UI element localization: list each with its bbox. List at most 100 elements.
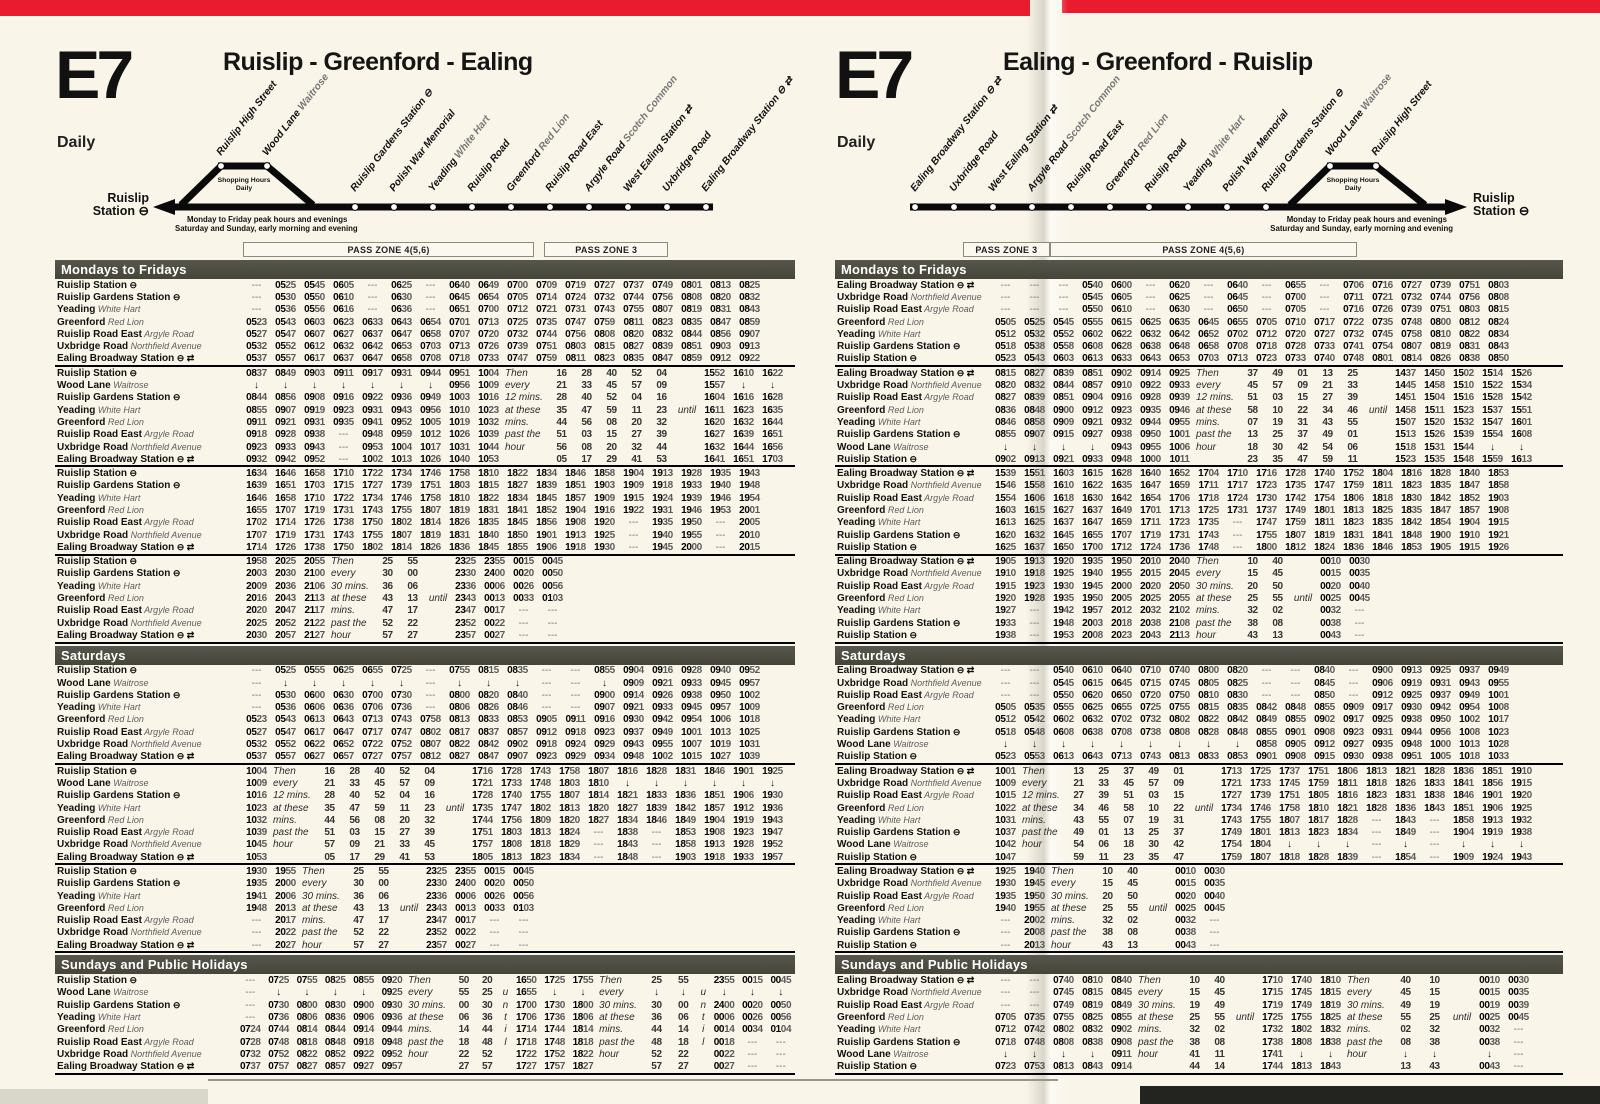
- transport-symbol-icon: ⊖: [127, 866, 138, 876]
- time-cell: 2001: [739, 504, 760, 516]
- time-cell: 0030: [1508, 975, 1529, 987]
- spacer-cell: [1365, 453, 1391, 465]
- time-cell: 0921: [1082, 416, 1103, 428]
- transport-symbol-icon: ⊖: [127, 765, 138, 776]
- time-cell: 0736: [391, 702, 412, 714]
- stop-subname: White Hart: [95, 1011, 141, 1022]
- no-service-cell: ---: [489, 915, 500, 927]
- time-cell: 1632: [1024, 529, 1045, 541]
- time-cell: 0853: [507, 714, 528, 726]
- spacer-cell: [396, 878, 422, 890]
- stop-label: Yeading White Hart: [835, 605, 991, 617]
- time-cell: 0820: [623, 328, 644, 340]
- time-cell: 0855: [594, 665, 615, 677]
- time-cell: 1821: [617, 790, 638, 802]
- time-cell: 1651: [275, 480, 296, 492]
- minutes-cell: 15: [1297, 392, 1308, 404]
- time-cell: 0536: [275, 304, 296, 316]
- time-cell: 1714: [515, 1024, 537, 1036]
- time-cell: 1813: [530, 827, 551, 839]
- time-cell: 0538: [1024, 341, 1045, 353]
- no-service-cell: ---: [518, 927, 529, 939]
- frequency-note-cell: at these: [505, 404, 541, 416]
- skip-stop-arrow-icon: ↓: [515, 677, 520, 689]
- stop-subname: Northfield Avenue: [908, 291, 982, 302]
- no-service-cell: ---: [1290, 665, 1301, 677]
- minutes-cell: 57: [382, 629, 393, 641]
- time-cell: 1613: [1511, 453, 1532, 465]
- stop-label: Ruislip Station ⊖: [55, 765, 242, 777]
- time-cell: 2055: [304, 556, 325, 568]
- minutes-cell: 25: [1429, 1011, 1440, 1023]
- stop-row-RG: Ruislip Gardens Station ⊖ 1037 past the 49 0…: [835, 826, 1536, 838]
- minutes-cell: 38: [1247, 617, 1258, 629]
- minutes-cell: 52: [353, 927, 364, 939]
- time-cell: 0713: [1111, 751, 1132, 763]
- diagram-stop-label: West Ealing Station ⇄: [987, 102, 1062, 194]
- until-label: until: [1148, 902, 1168, 914]
- time-cell: 1925: [1511, 802, 1532, 814]
- stop-name: Ruislip Gardens Station: [837, 726, 951, 738]
- time-cell: 0557: [275, 353, 296, 365]
- stop-subname: Red Lion: [105, 593, 144, 604]
- time-cell: 1639: [246, 480, 267, 492]
- time-cell: 1856: [536, 517, 557, 529]
- minutes-cell: 25: [651, 975, 662, 987]
- no-service-cell: ---: [1513, 1048, 1524, 1060]
- stop-label: Ruislip Gardens Station ⊖: [835, 340, 991, 352]
- stop-name: Uxbridge Road: [837, 380, 909, 392]
- minutes-cell: 13: [378, 902, 389, 914]
- stop-subname: Northfield Avenue: [128, 839, 202, 850]
- time-cell: 0720: [1140, 689, 1161, 701]
- spacer-cell: [1136, 1061, 1182, 1073]
- no-service-cell: ---: [1232, 517, 1243, 529]
- time-cell: 1658: [275, 492, 296, 504]
- no-service-cell: ---: [547, 605, 558, 617]
- time-cell: 0820: [995, 380, 1016, 392]
- transport-symbol-icon: ⊖: [907, 1061, 918, 1072]
- stop-dot: [217, 162, 225, 170]
- time-cell: 0815: [1198, 702, 1219, 714]
- time-cell: 1946: [710, 492, 731, 504]
- time-cell: 0930: [1343, 751, 1364, 763]
- stop-row-YE: Yeading White Hart --- 0536 0556 0616 --- 0636…: [55, 304, 764, 316]
- time-cell: 1652: [1169, 468, 1190, 480]
- time-cell: 0851: [1082, 367, 1103, 379]
- stop-row-EB: Ealing Broadway Station ⊖ ⇄ 0537 0557 0627 0…: [55, 751, 764, 763]
- time-cell: 0952: [304, 453, 325, 465]
- timetable-block: Ealing Broadway Station ⊖ ⇄ 1925 1940 Then 1…: [835, 863, 1563, 951]
- time-cell: 0010: [1320, 556, 1341, 568]
- time-cell: 1728: [472, 790, 493, 802]
- time-cell: 2113: [304, 593, 325, 605]
- minutes-cell: 57: [651, 1061, 662, 1073]
- time-cell: 0903: [710, 341, 731, 353]
- time-cell: 0909: [1053, 416, 1074, 428]
- skip-stop-arrow-icon: ↓: [283, 677, 288, 689]
- time-cell: 2122: [304, 617, 325, 629]
- time-cell: 0545: [304, 279, 325, 291]
- time-cell: 2025: [246, 617, 267, 629]
- stop-label: Uxbridge Road Northfield Avenue: [835, 987, 991, 999]
- no-service-cell: ---: [1348, 665, 1359, 677]
- time-cell: 1009: [246, 777, 267, 789]
- stop-name: Ruislip Gardens Station: [57, 999, 171, 1011]
- time-cell: 1722: [362, 468, 383, 480]
- time-cell: 0732: [1401, 291, 1422, 303]
- stop-label: Wood Lane Waitrose: [55, 777, 242, 789]
- stop-label: Ruislip Gardens Station ⊖: [835, 1036, 991, 1048]
- minutes-cell: 22: [1297, 404, 1308, 416]
- time-cell: 1634: [246, 468, 267, 480]
- minutes-cell: 28: [324, 790, 335, 802]
- stop-label: Ealing Broadway Station ⊖ ⇄: [55, 353, 242, 365]
- time-cell: 1733: [1250, 777, 1271, 789]
- frequency-note-cell: 30 mins.: [1051, 890, 1089, 902]
- spacer-cell: [1194, 453, 1240, 465]
- spacer-cell: [425, 629, 451, 641]
- time-cell: 1943: [739, 468, 760, 480]
- time-cell: 1816: [617, 765, 638, 777]
- minutes-cell: 25: [1148, 827, 1159, 839]
- time-cell: 0758: [1401, 328, 1422, 340]
- frequency-note-cell: at these: [273, 802, 309, 814]
- time-cell: 1920: [1053, 556, 1074, 568]
- stop-subname: Waitrose: [110, 380, 149, 391]
